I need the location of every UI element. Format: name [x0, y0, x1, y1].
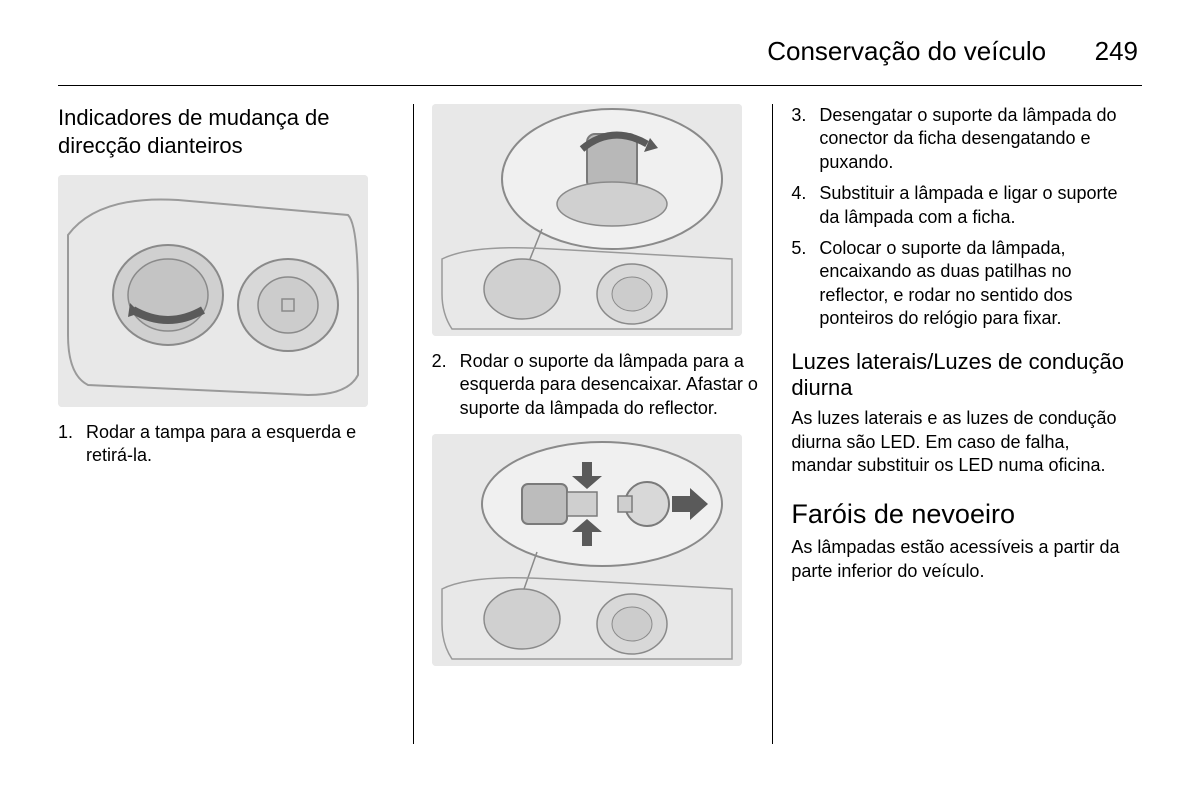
step-1: 1. Rodar a tampa para a esquerda e retir…: [58, 421, 395, 468]
step-2: 2. Rodar o suporte da lâmpada para a esq…: [432, 350, 769, 420]
column-1: Indicadores de mudança de direcção diant…: [58, 104, 409, 744]
farois-text: As lâmpadas estão acessíveis a partir da…: [791, 536, 1128, 583]
column-2: 2. Rodar o suporte da lâmpada para a esq…: [418, 104, 769, 744]
step-text: Colocar o suporte da lâmpada, encaixando…: [819, 238, 1072, 328]
subheading-luzes-laterais: Luzes laterais/Luzes de condução diurna: [791, 349, 1128, 402]
luzes-laterais-text: As luzes laterais e as luzes de condução…: [791, 407, 1128, 477]
step-text: Desengatar o suporte da lâmpada do conec…: [819, 105, 1116, 172]
step-number: 3.: [791, 104, 806, 127]
section-heading-farois: Faróis de nevoeiro: [791, 499, 1128, 530]
step-4: 4. Substituir a lâmpada e ligar o suport…: [791, 182, 1128, 229]
headlight-illustration-1: [58, 175, 368, 407]
step-5: 5. Colocar o suporte da lâmpada, encaixa…: [791, 237, 1128, 331]
page-number: 249: [1095, 36, 1138, 66]
headlight-illustration-2: [432, 104, 742, 336]
step-text: Substituir a lâmpada e ligar o suporte d…: [819, 183, 1117, 226]
chapter-title: Conservação do veículo: [767, 36, 1046, 66]
step-number: 5.: [791, 237, 806, 260]
content-columns: Indicadores de mudança de direcção diant…: [58, 104, 1142, 744]
column-separator-1: [413, 104, 414, 744]
step-number: 1.: [58, 421, 73, 444]
figure-bulb-remove: [432, 434, 742, 666]
step-number: 2.: [432, 350, 447, 373]
manual-page: Conservação do veículo 249 Indicadores d…: [0, 0, 1200, 802]
figure-headlight-cover: [58, 175, 368, 407]
step-text: Rodar o suporte da lâmpada para a esquer…: [460, 351, 758, 418]
column-3: 3. Desengatar o suporte da lâmpada do co…: [777, 104, 1142, 744]
subheading-indicadores: Indicadores de mudança de direcção diant…: [58, 104, 395, 159]
step-3: 3. Desengatar o suporte da lâmpada do co…: [791, 104, 1128, 174]
figure-bulb-holder-rotate: [432, 104, 742, 336]
header-rule: [58, 85, 1142, 86]
step-number: 4.: [791, 182, 806, 205]
page-header: Conservação do veículo 249: [58, 36, 1142, 67]
headlight-illustration-3: [432, 434, 742, 666]
step-text: Rodar a tampa para a esquerda e retirá-l…: [86, 422, 356, 465]
column-separator-2: [772, 104, 773, 744]
